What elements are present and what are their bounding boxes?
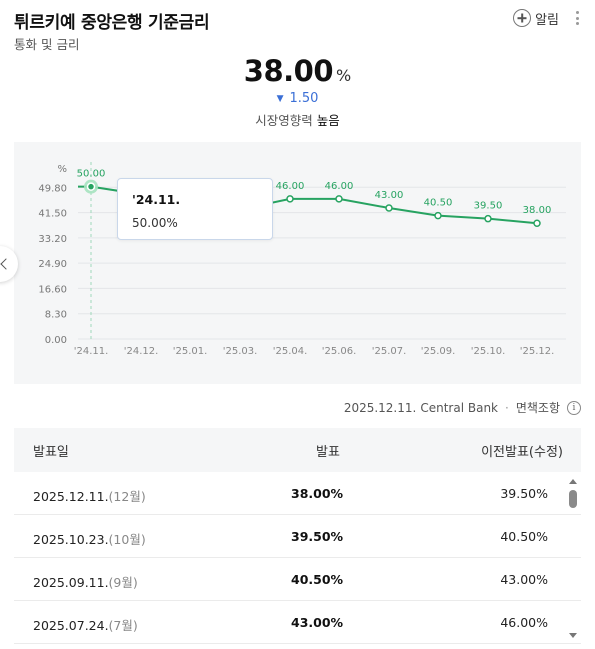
data-label: 39.50 — [474, 201, 503, 212]
impact-value: 높음 — [316, 113, 340, 128]
y-tick-label: 8.30 — [45, 310, 67, 321]
scroll-up-icon[interactable] — [569, 479, 577, 484]
table-header: 발표일 발표 이전발표(수정) — [14, 428, 581, 472]
data-label: 43.00 — [375, 190, 404, 201]
header-value: 발표 — [316, 445, 340, 460]
rate-change: ▼ 1.50 — [0, 91, 595, 106]
alarm-label: 알림 — [535, 12, 559, 28]
rate-unit: % — [336, 66, 352, 85]
x-tick-label: '25.07. — [372, 346, 407, 357]
data-point — [335, 195, 343, 203]
down-triangle-icon: ▼ — [276, 94, 284, 104]
row-date: 2025.10.23.(10월) — [33, 532, 146, 547]
data-point — [385, 204, 393, 212]
rate-value: 38.00 — [243, 54, 334, 88]
disclaimer-link[interactable]: 면책조항 — [515, 401, 560, 415]
y-tick-label: 0.00 — [45, 335, 67, 346]
y-tick-label: 16.60 — [38, 284, 67, 295]
table-row: 2025.09.11.(9월) 40.50% 43.00% — [14, 558, 581, 601]
table-row: 2025.07.24.(7월) 43.00% 46.00% — [14, 601, 581, 644]
source-line: 2025.12.11. Central Bank · 면책조항 i — [344, 399, 581, 416]
scroll-down-icon[interactable] — [569, 633, 577, 638]
chart-tooltip: '24.11. 50.00% — [117, 178, 273, 240]
separator-dot: · — [505, 400, 509, 415]
row-value: 43.00% — [291, 615, 344, 630]
data-label: 46.00 — [276, 181, 305, 192]
rate-chart[interactable]: % 0.00 8.30 16.60 24.90 33.20 41.50 49.80 50.00 4… — [14, 142, 581, 384]
y-unit-label: % — [57, 164, 67, 175]
y-tick-label: 49.80 — [38, 183, 67, 194]
data-label: 40.50 — [424, 198, 453, 209]
source-date: 2025.12.11. — [343, 400, 417, 415]
line-chart-svg: % 0.00 8.30 16.60 24.90 33.20 41.50 49.80 50.00 4… — [38, 162, 566, 357]
data-point — [533, 219, 541, 227]
rate-change-value: 1.50 — [289, 91, 319, 106]
impact-label: 시장영향력 — [255, 113, 313, 128]
more-vertical-icon[interactable] — [573, 9, 581, 27]
header-date: 발표일 — [33, 445, 69, 460]
row-date: 2025.07.24.(7월) — [33, 618, 138, 633]
x-tick-label: '24.11. — [74, 346, 109, 357]
data-point — [286, 195, 294, 203]
data-label: 46.00 — [325, 181, 354, 192]
table-row: 2025.10.23.(10월) 39.50% 40.50% — [14, 515, 581, 558]
tooltip-date: '24.11. — [132, 192, 181, 207]
tooltip-value: 50.00% — [132, 216, 178, 230]
data-label: 38.00 — [523, 205, 552, 216]
x-tick-label: '25.12. — [520, 346, 555, 357]
scroll-thumb[interactable] — [569, 490, 577, 508]
table-row: 2025.12.11.(12월) 38.00% 39.50% — [14, 472, 581, 515]
x-tick-label: '25.04. — [273, 346, 308, 357]
header: 튀르키예 중앙은행 기준금리 통화 및 금리 알림 — [14, 8, 581, 52]
row-date: 2025.09.11.(9월) — [33, 575, 138, 590]
plus-circle-icon — [513, 9, 532, 27]
row-previous: 43.00% — [500, 572, 548, 587]
chevron-left-icon[interactable] — [0, 246, 18, 282]
info-icon[interactable]: i — [567, 400, 581, 415]
data-point — [484, 214, 492, 223]
row-value: 38.00% — [291, 486, 344, 501]
data-point — [86, 182, 96, 191]
page-subtitle: 통화 및 금리 — [14, 37, 80, 52]
market-impact: 시장영향력 높음 — [0, 110, 595, 129]
data-label: 50.00 — [77, 169, 106, 180]
x-tick-label: '25.01. — [173, 346, 208, 357]
y-tick-label: 33.20 — [38, 234, 67, 245]
data-point — [434, 211, 442, 220]
announcement-table: 발표일 발표 이전발표(수정) 2025.12.11.(12월) 38.00% … — [14, 428, 581, 644]
x-tick-label: '25.10. — [471, 346, 506, 357]
page-title: 튀르키예 중앙은행 기준금리 — [14, 13, 210, 33]
row-previous: 46.00% — [500, 615, 548, 630]
row-value: 40.50% — [291, 572, 344, 587]
alarm-button[interactable]: 알림 — [513, 8, 559, 28]
x-tick-label: '24.12. — [124, 346, 159, 357]
x-tick-label: '25.06. — [322, 346, 357, 357]
source-name: Central Bank — [420, 400, 498, 415]
table-scrollbar[interactable] — [568, 476, 578, 644]
y-tick-label: 24.90 — [38, 259, 67, 270]
header-previous: 이전발표(수정) — [481, 445, 563, 460]
rate-summary: 38.00% ▼ 1.50 시장영향력 높음 — [0, 54, 595, 129]
x-tick-label: '25.03. — [223, 346, 258, 357]
y-tick-label: 41.50 — [38, 209, 67, 220]
row-previous: 40.50% — [500, 529, 548, 544]
row-previous: 39.50% — [500, 486, 548, 501]
x-tick-label: '25.09. — [421, 346, 456, 357]
row-date: 2025.12.11.(12월) — [33, 489, 146, 504]
row-value: 39.50% — [291, 529, 344, 544]
